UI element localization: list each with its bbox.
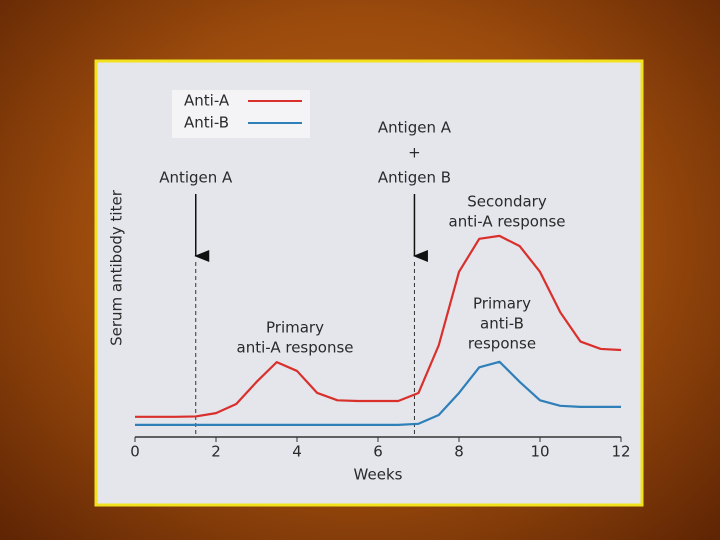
annotation: Primary <box>266 319 324 337</box>
annotation: response <box>468 335 536 353</box>
annotation: anti-B <box>480 315 524 333</box>
event-label: Antigen A <box>378 119 452 137</box>
series-line <box>135 360 621 426</box>
x-tick-label: 0 <box>130 443 140 461</box>
x-tick-label: 4 <box>292 443 302 461</box>
legend-label: Anti-A <box>184 92 230 110</box>
annotation: anti-A response <box>449 213 566 231</box>
annotation: anti-A response <box>237 339 354 357</box>
x-axis-title: Weeks <box>354 466 403 484</box>
annotation: Primary <box>473 295 531 313</box>
event-label: + <box>408 144 421 162</box>
x-tick-label: 6 <box>373 443 383 461</box>
event-label: Antigen A <box>159 169 233 187</box>
x-tick-label: 10 <box>530 443 549 461</box>
event-label: Antigen B <box>378 169 451 187</box>
x-tick-label: 2 <box>211 443 221 461</box>
x-tick-label: 12 <box>611 443 630 461</box>
legend-box <box>172 90 310 138</box>
legend-label: Anti-B <box>184 114 229 132</box>
series-line <box>135 234 622 418</box>
x-tick-label: 8 <box>454 443 464 461</box>
y-axis-title: Serum antibody titer <box>108 189 126 346</box>
annotation: Secondary <box>467 193 547 211</box>
